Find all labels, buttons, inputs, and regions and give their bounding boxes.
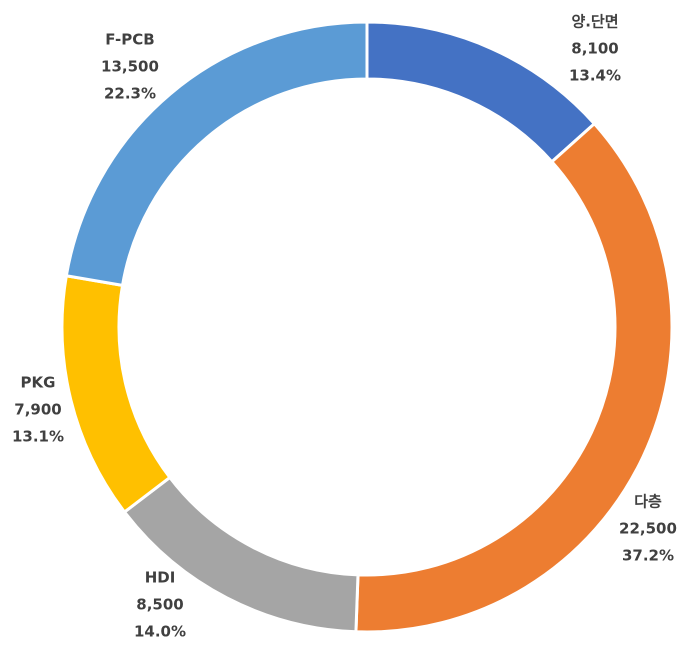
- percent-label: 14.0%: [134, 623, 186, 641]
- donut-slice: [64, 20, 369, 288]
- value-label: 13,500: [101, 58, 159, 76]
- value-label: 22,500: [619, 520, 677, 538]
- percent-label: 22.3%: [104, 85, 156, 103]
- value-label: 8,100: [571, 40, 618, 58]
- value-label: 7,900: [14, 401, 61, 419]
- category-label: 다층: [634, 493, 662, 511]
- category-label: HDI: [145, 569, 176, 587]
- value-label: 8,500: [136, 596, 183, 614]
- percent-label: 37.2%: [622, 547, 674, 565]
- category-label: F-PCB: [105, 31, 154, 49]
- donut-slice: [60, 274, 172, 515]
- percent-label: 13.1%: [12, 428, 64, 446]
- category-label: 양.단면: [571, 13, 618, 31]
- percent-label: 13.4%: [569, 67, 621, 85]
- donut-slice: [365, 20, 597, 164]
- category-label: PKG: [21, 374, 56, 392]
